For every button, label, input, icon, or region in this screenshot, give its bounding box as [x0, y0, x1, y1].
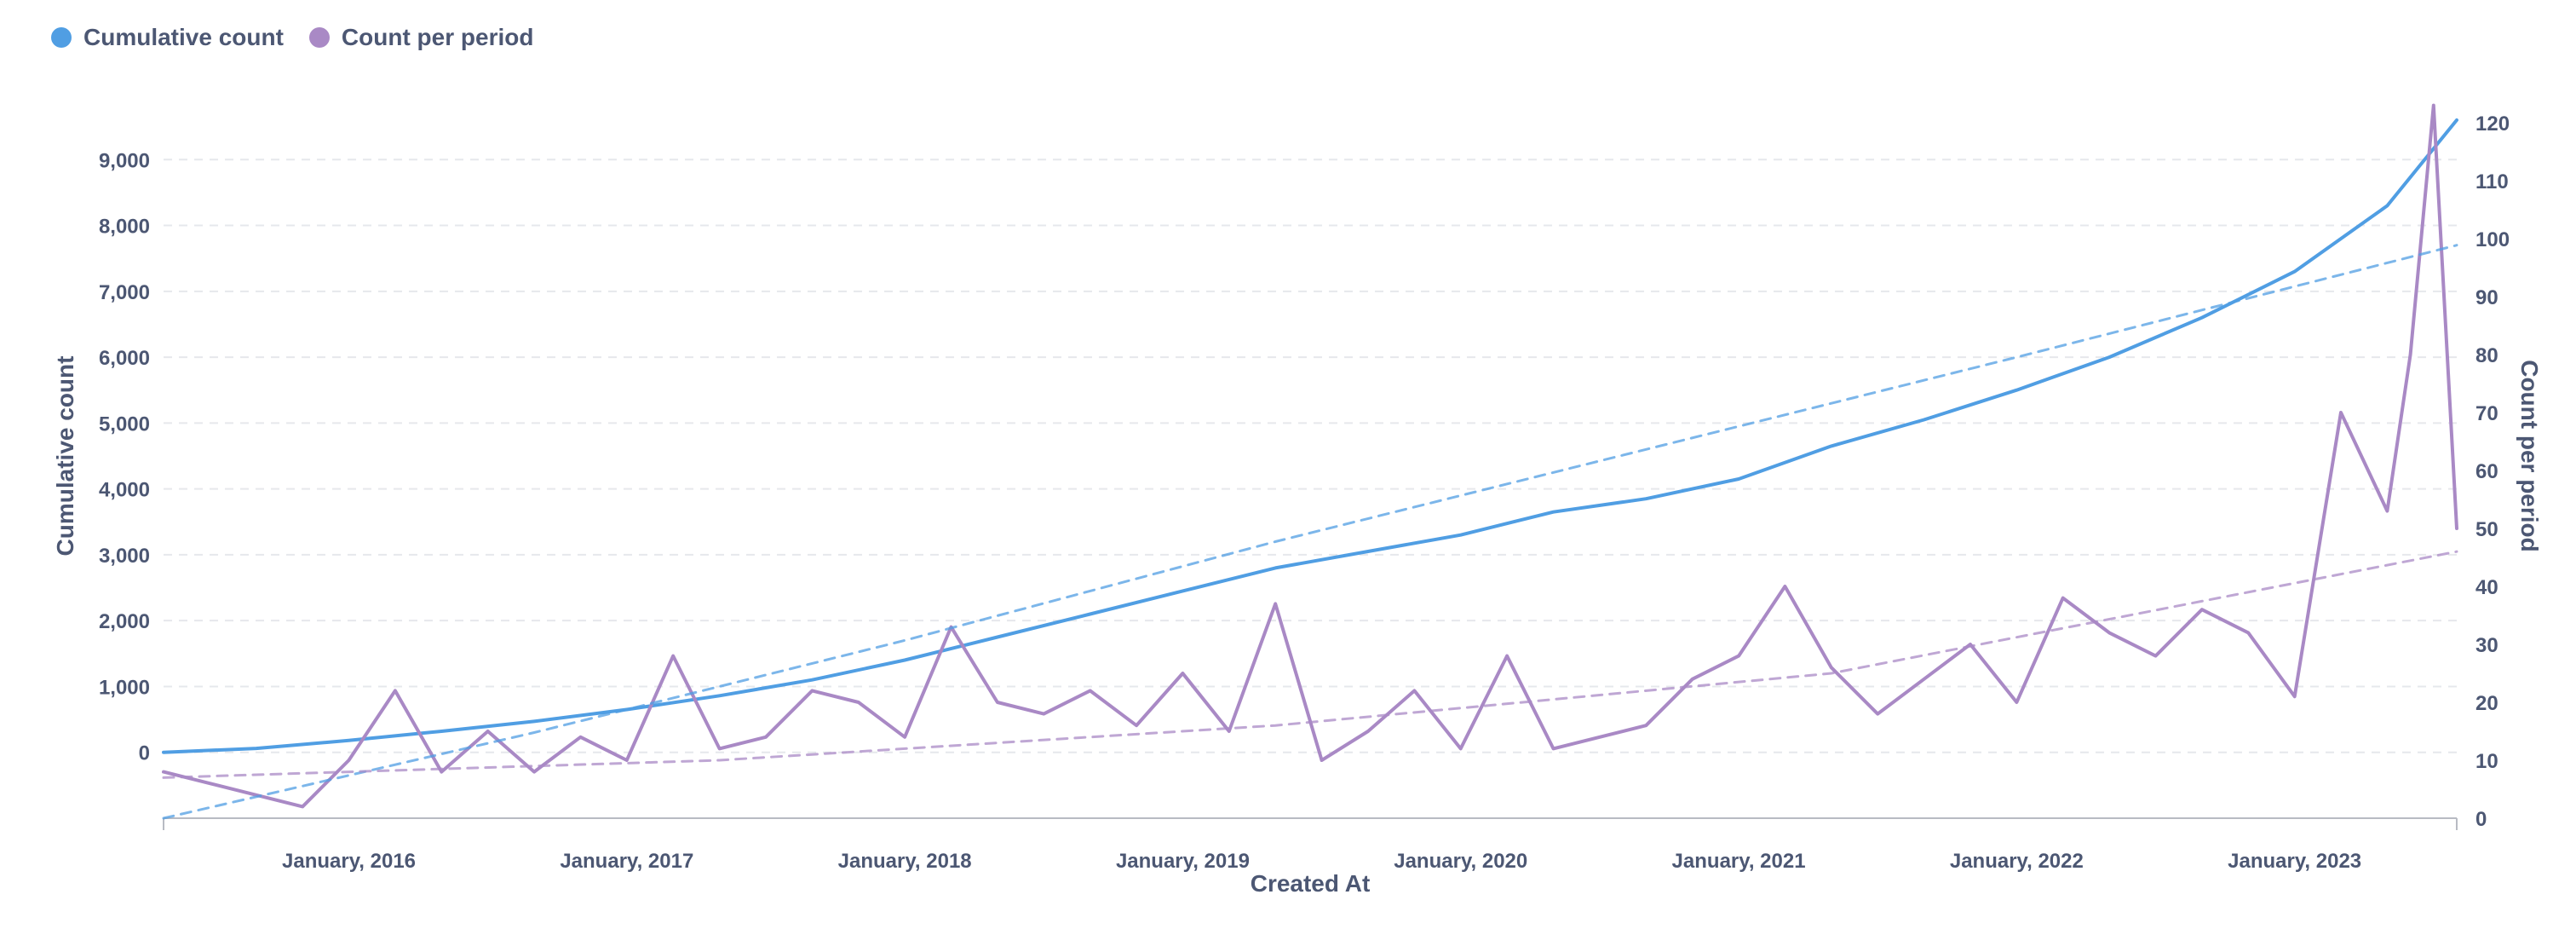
y-left-tick-label: 1,000 [99, 676, 150, 699]
y-right-tick-label: 20 [2475, 692, 2498, 715]
x-tick-label: January, 2018 [838, 850, 972, 873]
chart-legend: Cumulative count Count per period [51, 24, 533, 51]
series-line-cumulative-count [162, 118, 2458, 754]
y-right-tick-label: 120 [2475, 113, 2510, 136]
x-tick-label: January, 2019 [1116, 850, 1250, 873]
x-tick-label: January, 2016 [282, 850, 416, 873]
y-left-tick-label: 5,000 [99, 413, 150, 436]
y-right-tick-label: 0 [2475, 808, 2487, 831]
x-tick-label: January, 2021 [1672, 850, 1806, 873]
y-left-tick-label: 4,000 [99, 479, 150, 502]
y-right-tick-label: 90 [2475, 286, 2498, 309]
legend-label-cumulative-count: Cumulative count [83, 24, 284, 50]
y-right-tick-label: 110 [2475, 170, 2509, 193]
y-left-tick-label: 7,000 [99, 281, 150, 304]
legend-item-count-per-period[interactable]: Count per period [308, 24, 534, 51]
x-tick-label: January, 2020 [1394, 850, 1527, 873]
legend-dot-count-per-period [308, 27, 330, 48]
y-left-axis-title: Cumulative count [52, 356, 78, 557]
y-right-tick-label: 40 [2475, 576, 2498, 599]
series-line-count-per-period [162, 103, 2458, 809]
y-right-tick-label: 80 [2475, 344, 2498, 367]
y-right-axis-title: Count per period [2516, 360, 2543, 552]
y-right-tick-label: 100 [2475, 228, 2510, 251]
y-left-tick-label: 8,000 [99, 216, 150, 239]
y-left-tick-label: 9,000 [99, 149, 150, 172]
y-left-tick-label: 0 [139, 742, 150, 765]
x-axis-title: Created At [1251, 870, 1371, 897]
trend-line-count-per-period-trend [162, 550, 2458, 779]
trend-line-cumulative-count-trend [162, 244, 2458, 820]
legend-dot-cumulative-count [51, 27, 72, 48]
y-right-tick-label: 60 [2475, 460, 2498, 483]
legend-item-cumulative-count[interactable]: Cumulative count [51, 24, 284, 51]
y-left-tick-label: 2,000 [99, 610, 150, 633]
x-tick-label: January, 2017 [560, 850, 693, 873]
legend-label-count-per-period: Count per period [341, 24, 534, 50]
y-right-tick-label: 30 [2475, 634, 2498, 657]
y-left-tick-label: 3,000 [99, 545, 150, 568]
x-tick-label: January, 2022 [1950, 850, 2084, 873]
y-right-tick-label: 70 [2475, 402, 2498, 425]
x-tick-label: January, 2023 [2228, 850, 2361, 873]
y-right-tick-label: 10 [2475, 750, 2498, 773]
y-right-tick-label: 50 [2475, 518, 2498, 541]
y-left-tick-label: 6,000 [99, 347, 150, 370]
